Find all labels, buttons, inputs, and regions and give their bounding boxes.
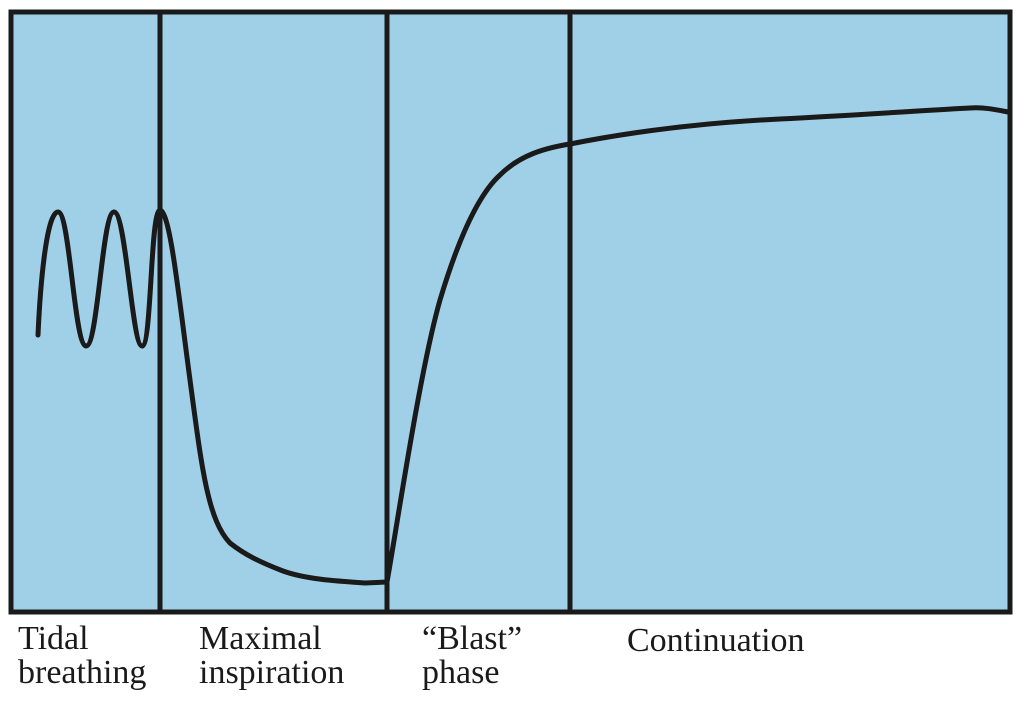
phase-label-maximal-inspiration: Maximal inspiration	[199, 622, 344, 690]
diagram-panel	[8, 9, 1013, 615]
phase-label-line: Maximal	[199, 620, 322, 657]
airflow-curve	[35, 105, 1011, 586]
phase-label-line: breathing	[18, 654, 147, 691]
phase-label-tidal-breathing: Tidal breathing	[18, 622, 146, 690]
phase-label-line: Continuation	[627, 622, 805, 659]
phase-label-line: Tidal	[18, 620, 89, 657]
phase-label-continuation: Continuation	[627, 624, 805, 658]
phase-label-line: phase	[422, 654, 500, 691]
phase-label-line: inspiration	[199, 654, 345, 691]
phase-label-line: “Blast”	[422, 620, 523, 657]
phase-label-blast-phase: “Blast” phase	[422, 622, 522, 690]
